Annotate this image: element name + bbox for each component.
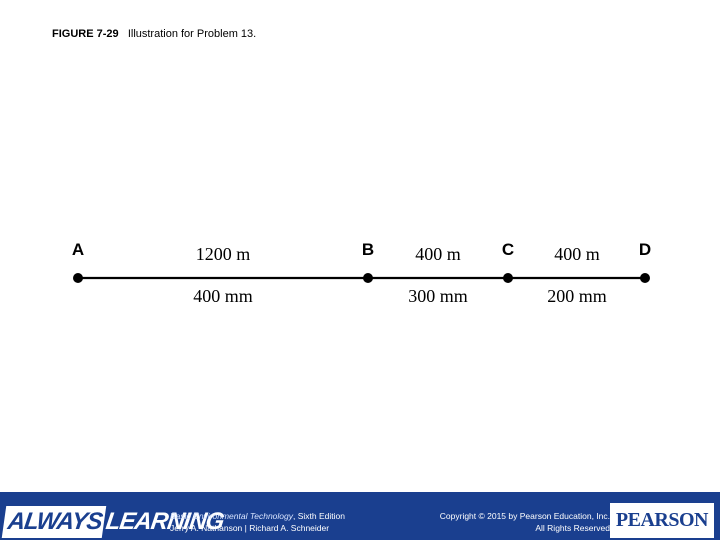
node-label-B: B [362,240,374,260]
node-D-dot [640,273,650,283]
segment-CD-diameter: 200 mm [547,286,607,307]
segment-AB-diameter: 400 mm [193,286,253,307]
node-label-D: D [639,240,651,260]
figure-number: FIGURE 7-29 [52,28,119,40]
segment-BC-diameter: 300 mm [408,286,468,307]
book-edition: , Sixth Edition [293,511,345,521]
copyright-line1: Copyright © 2015 by Pearson Education, I… [440,511,610,521]
segment-CD-length: 400 m [554,244,600,265]
copyright-line2: All Rights Reserved [535,523,610,533]
node-A-dot [73,273,83,283]
node-label-A: A [72,240,84,260]
segment-AB-length: 1200 m [196,244,251,265]
node-C-dot [503,273,513,283]
node-B-dot [363,273,373,283]
segment-BC-length: 400 m [415,244,461,265]
book-info: Basic Environmental Technology, Sixth Ed… [170,511,345,534]
figure-caption-text: Illustration for Problem 13. [128,28,256,40]
copyright-info: Copyright © 2015 by Pearson Education, I… [440,511,610,534]
book-authors: Jerry A. Nathanson | Richard A. Schneide… [170,523,329,533]
publisher-logo: PEARSON [610,503,714,538]
node-label-C: C [502,240,514,260]
book-title: Basic Environmental Technology [170,511,293,521]
figure-caption: FIGURE 7-29 Illustration for Problem 13. [52,28,256,40]
brand-always: ALWAYS [2,506,106,538]
pipeline-diagram: A B C D 1200 m 400 mm 400 m 300 mm 400 m… [60,230,660,330]
